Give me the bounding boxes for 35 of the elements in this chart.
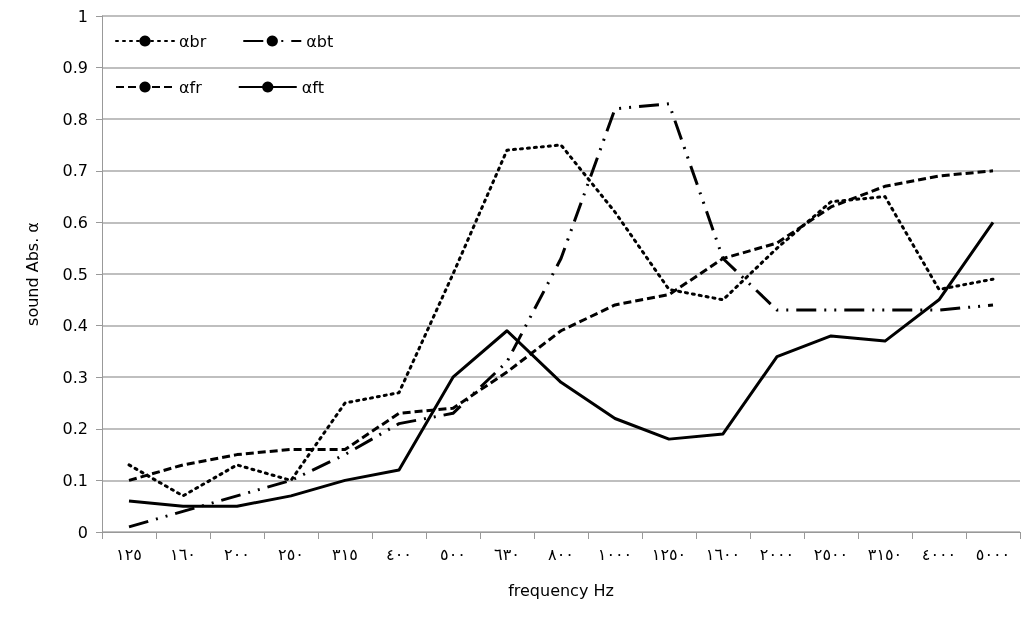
legend-label: αfr — [179, 77, 203, 97]
x-tick-label: ٢٠٠ — [224, 544, 250, 564]
line-series — [127, 102, 995, 529]
y-tick-label: 0.9 — [62, 58, 88, 78]
y-tick-label: 0.7 — [62, 161, 88, 181]
x-tick-label: ٢٥٠٠ — [813, 544, 849, 564]
x-tick-label: ٥٠٠ — [440, 544, 466, 564]
x-axis-title: frequency Hz — [508, 580, 614, 600]
x-tick-label: ١٢٥ — [116, 544, 142, 564]
y-tick-label: 0 — [77, 522, 88, 542]
x-tick-label: ٢٠٠٠ — [759, 544, 795, 564]
x-tick-label: ٦٣٠ — [494, 544, 520, 564]
x-tick-label: ٤٠٠٠ — [921, 544, 957, 564]
x-tick-label: ٨٠٠ — [548, 544, 574, 564]
legend-label: αbt — [306, 31, 334, 51]
x-tick-label: ٣١٥٠ — [867, 544, 903, 564]
x-tick-label: ١٦٠٠ — [705, 544, 741, 564]
y-tick-label: 0.4 — [62, 316, 88, 336]
legend-label: αft — [301, 77, 324, 97]
y-axis-title: sound Abs. α — [22, 222, 42, 326]
y-tick-label: 1 — [77, 6, 88, 26]
y-tick-label: 0.5 — [62, 264, 88, 284]
y-tick-label: 0.8 — [62, 109, 88, 129]
x-tick-label: ٤٠٠ — [386, 544, 412, 564]
x-tick-label: ٥٠٠٠ — [975, 544, 1011, 564]
x-tick-label: ١٢٥٠ — [651, 544, 687, 564]
x-tick-label: ١٠٠٠ — [597, 544, 633, 564]
y-tick-label: 0.1 — [62, 470, 88, 490]
x-tick-label: ٣١٥ — [332, 544, 358, 564]
y-tick-label: 0.2 — [62, 419, 88, 439]
y-tick-label: 0.3 — [62, 367, 88, 387]
y-tick-label: 0.6 — [62, 212, 88, 232]
x-tick-label: ١٦٠ — [170, 544, 196, 564]
legend-label: αbr — [179, 31, 207, 51]
x-tick-label: ٢٥٠ — [278, 544, 304, 564]
